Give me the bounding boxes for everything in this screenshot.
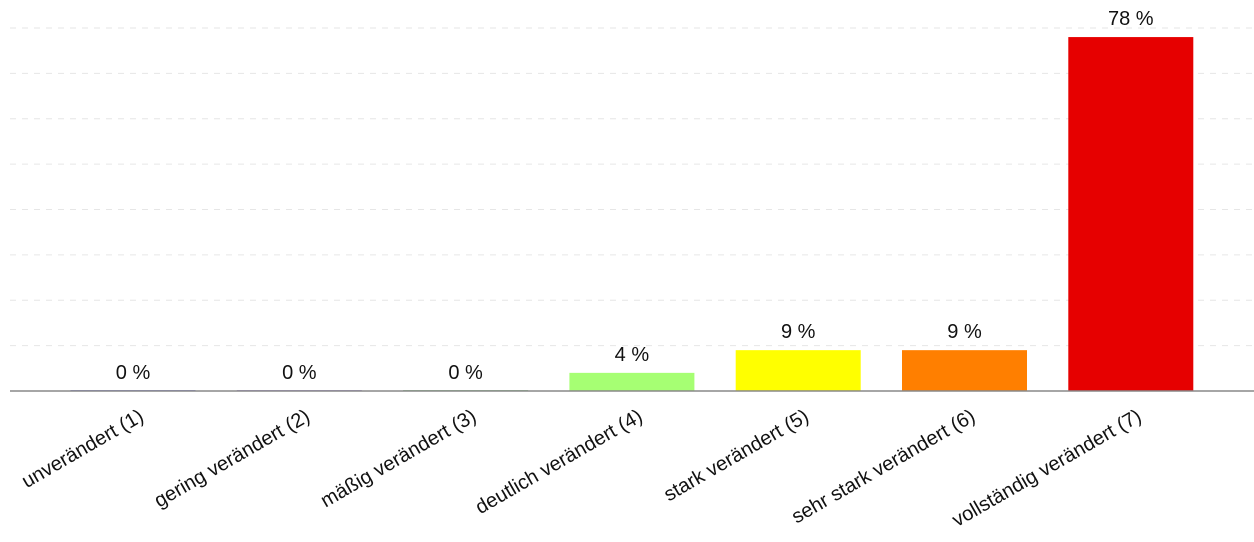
category-label: unverändert (1) (18, 405, 147, 492)
bar-value-label: 0 % (282, 362, 317, 384)
category-label: gering verändert (2) (151, 405, 314, 512)
bar (1068, 37, 1194, 391)
bars (70, 37, 1194, 391)
category-label: stark verändert (5) (660, 405, 813, 506)
bar (902, 350, 1027, 391)
value-labels: 0 % 0 % 0 % 4 % 9 % 9 % 78 % (116, 8, 1154, 384)
bar-value-label: 4 % (615, 344, 650, 366)
bar-value-label: 9 % (947, 321, 982, 343)
bar-value-label: 0 % (448, 362, 483, 384)
category-labels: unverändert (1) gering verändert (2) mäßig… (18, 405, 1145, 531)
category-label: sehr stark verändert (6) (788, 405, 979, 528)
category-label: deutlich verändert (4) (472, 405, 647, 519)
bar-value-label: 9 % (781, 321, 816, 343)
bar (569, 372, 695, 391)
bar-value-label: 78 % (1108, 8, 1154, 30)
category-label: mäßig verändert (3) (317, 405, 480, 512)
bar-value-label: 0 % (116, 362, 151, 384)
grid-lines (10, 27, 1254, 347)
bar (735, 350, 861, 391)
